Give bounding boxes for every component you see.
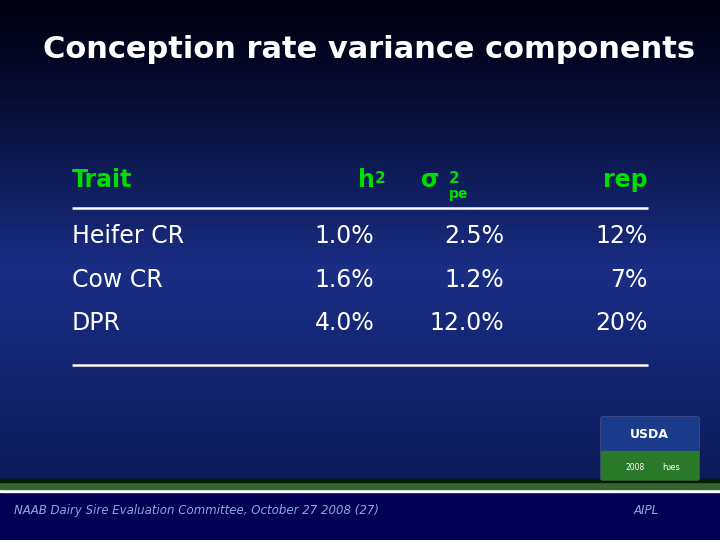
Text: 1.0%: 1.0% bbox=[315, 225, 374, 248]
Text: USDA: USDA bbox=[631, 428, 669, 441]
Text: 12%: 12% bbox=[595, 225, 648, 248]
Bar bbox=[0, 492, 720, 540]
Bar bbox=[601, 417, 698, 451]
Text: DPR: DPR bbox=[72, 311, 121, 335]
Bar bbox=[0, 479, 720, 482]
Text: h: h bbox=[358, 168, 374, 192]
Text: 4.0%: 4.0% bbox=[315, 311, 374, 335]
Text: pe: pe bbox=[449, 187, 468, 201]
Text: 12.0%: 12.0% bbox=[429, 311, 504, 335]
Text: 2008: 2008 bbox=[626, 463, 645, 472]
Text: 1.2%: 1.2% bbox=[444, 268, 504, 292]
Text: 2: 2 bbox=[374, 171, 385, 186]
Text: NAAB Dairy Sire Evaluation Committee, October 27 2008 (27): NAAB Dairy Sire Evaluation Committee, Oc… bbox=[14, 504, 379, 517]
Bar bbox=[601, 451, 698, 479]
Text: 2: 2 bbox=[449, 171, 459, 186]
Text: Heifer CR: Heifer CR bbox=[72, 225, 184, 248]
Text: AIPL: AIPL bbox=[634, 504, 659, 517]
Text: σ: σ bbox=[421, 168, 440, 192]
Text: Conception rate variance components: Conception rate variance components bbox=[43, 35, 696, 64]
Text: 7%: 7% bbox=[611, 268, 648, 292]
Bar bbox=[0, 489, 720, 492]
Text: 2.5%: 2.5% bbox=[444, 225, 504, 248]
Bar bbox=[0, 482, 720, 489]
Text: ƕes: ƕes bbox=[662, 463, 680, 472]
Text: rep: rep bbox=[603, 168, 648, 192]
Text: Cow CR: Cow CR bbox=[72, 268, 163, 292]
Bar bbox=[601, 417, 698, 479]
Text: Trait: Trait bbox=[72, 168, 132, 192]
Text: 20%: 20% bbox=[595, 311, 648, 335]
Text: 1.6%: 1.6% bbox=[315, 268, 374, 292]
